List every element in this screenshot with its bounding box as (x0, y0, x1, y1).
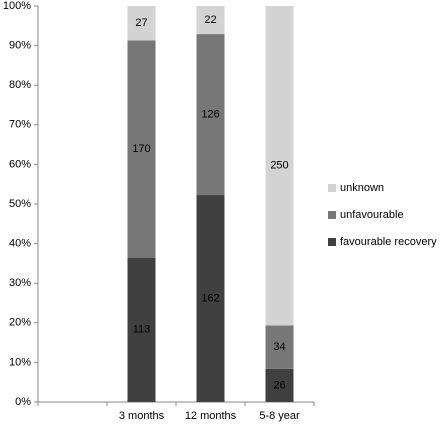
y-tick-label: 90% (9, 40, 31, 52)
legend-label: unknown (340, 182, 384, 194)
bar-segment (196, 6, 225, 35)
legend-swatch (328, 184, 336, 192)
x-tick-label: 5-8 year (259, 410, 300, 422)
bar-segment (265, 325, 294, 369)
y-tick-label: 30% (9, 277, 31, 289)
legend-label: unfavourable (340, 209, 404, 221)
x-tick-label: 3 months (119, 410, 165, 422)
bar-segment (196, 195, 225, 402)
y-tick-label: 60% (9, 158, 31, 170)
y-tick-label: 20% (9, 317, 31, 329)
data-label: 162 (201, 292, 219, 304)
legend-label: favourable recovery (340, 236, 437, 248)
y-tick-label: 80% (9, 79, 31, 91)
x-tick-label: 12 months (185, 410, 237, 422)
bar-segment (127, 6, 156, 41)
bar-segment (127, 40, 156, 258)
data-label: 22 (204, 14, 216, 26)
data-label: 113 (133, 324, 151, 336)
bar-segment (265, 368, 294, 402)
bar-segment (127, 257, 156, 402)
y-tick-label: 0% (15, 396, 31, 408)
y-tick-label: 100% (3, 0, 31, 12)
bar-segment (196, 34, 225, 196)
legend-swatch (328, 211, 336, 219)
data-label: 26 (273, 379, 285, 391)
y-tick-label: 40% (9, 238, 31, 250)
data-label: 250 (270, 160, 288, 172)
legend-swatch (328, 238, 336, 246)
data-label: 126 (201, 108, 219, 120)
data-label: 170 (132, 143, 150, 155)
data-label: 27 (135, 17, 147, 29)
y-tick-label: 50% (9, 198, 31, 210)
y-tick-label: 10% (9, 356, 31, 368)
y-tick-label: 70% (9, 119, 31, 131)
bar-segment (265, 6, 294, 326)
data-label: 34 (273, 341, 285, 353)
